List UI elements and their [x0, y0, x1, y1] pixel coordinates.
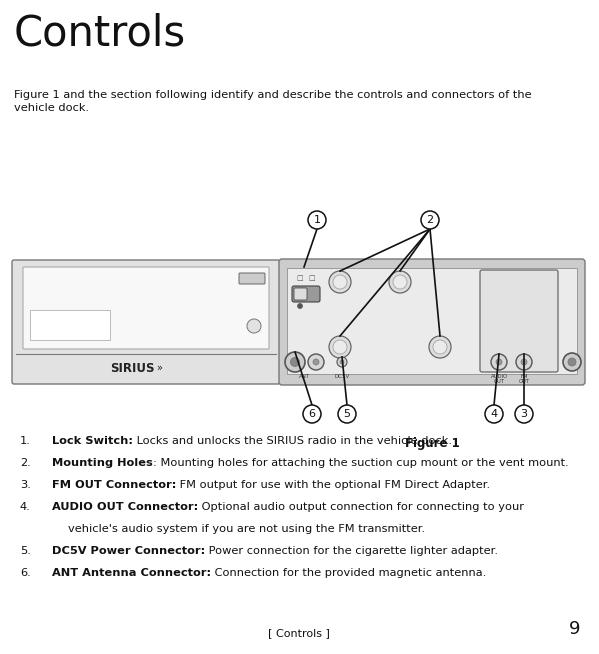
Circle shape — [308, 354, 324, 370]
Text: DC5V: DC5V — [334, 374, 350, 379]
Circle shape — [496, 359, 502, 365]
Text: 1.: 1. — [20, 436, 31, 446]
Text: Mounting Holes: Mounting Holes — [52, 458, 153, 468]
Circle shape — [491, 354, 507, 370]
Text: Controls: Controls — [14, 13, 186, 55]
Text: SIRIUS: SIRIUS — [111, 362, 155, 375]
Text: ANT Antenna Connector:: ANT Antenna Connector: — [52, 568, 211, 578]
Circle shape — [291, 358, 300, 366]
Circle shape — [521, 359, 527, 365]
Text: 6: 6 — [308, 409, 316, 419]
Circle shape — [337, 357, 347, 367]
Text: 2: 2 — [426, 215, 434, 225]
Circle shape — [393, 275, 407, 289]
Text: □: □ — [297, 275, 303, 281]
Text: 3.: 3. — [20, 480, 31, 490]
FancyBboxPatch shape — [12, 260, 280, 384]
Text: 2.: 2. — [20, 458, 31, 468]
Text: DC5V Power Connector:: DC5V Power Connector: — [52, 546, 205, 556]
Text: ANT: ANT — [300, 374, 310, 379]
Text: Figure 1 and the section following identify and describe the controls and connec: Figure 1 and the section following ident… — [14, 90, 532, 100]
Circle shape — [329, 271, 351, 293]
Circle shape — [303, 405, 321, 423]
Text: 6.: 6. — [20, 568, 31, 578]
Text: FM output for use with the optional FM Direct Adapter.: FM output for use with the optional FM D… — [176, 480, 491, 490]
Circle shape — [421, 211, 439, 229]
Text: : Mounting holes for attaching the suction cup mount or the vent mount.: : Mounting holes for attaching the sucti… — [153, 458, 568, 468]
FancyBboxPatch shape — [23, 267, 269, 349]
Circle shape — [340, 360, 344, 364]
Circle shape — [389, 271, 411, 293]
Circle shape — [313, 359, 319, 365]
Circle shape — [247, 319, 261, 333]
Text: vehicle's audio system if you are not using the FM transmitter.: vehicle's audio system if you are not us… — [68, 524, 425, 534]
Text: FM OUT Connector:: FM OUT Connector: — [52, 480, 176, 490]
Text: Figure 1: Figure 1 — [405, 437, 459, 450]
Circle shape — [308, 211, 326, 229]
Text: 5.: 5. — [20, 546, 31, 556]
Text: Power connection for the cigarette lighter adapter.: Power connection for the cigarette light… — [205, 546, 498, 556]
Text: 4: 4 — [491, 409, 498, 419]
Circle shape — [516, 354, 532, 370]
Circle shape — [333, 275, 347, 289]
Circle shape — [568, 358, 576, 366]
Circle shape — [485, 405, 503, 423]
Text: 5: 5 — [343, 409, 350, 419]
FancyBboxPatch shape — [294, 288, 307, 300]
Circle shape — [433, 340, 447, 354]
Circle shape — [285, 352, 305, 372]
Text: Lock Switch:: Lock Switch: — [52, 436, 133, 446]
Circle shape — [515, 405, 533, 423]
Text: AUDIO
OUT: AUDIO OUT — [491, 374, 507, 385]
FancyBboxPatch shape — [292, 286, 320, 302]
Text: 9: 9 — [568, 620, 580, 638]
FancyBboxPatch shape — [480, 270, 558, 372]
Text: 3: 3 — [521, 409, 528, 419]
Text: vehicle dock.: vehicle dock. — [14, 103, 89, 113]
Circle shape — [338, 405, 356, 423]
Text: [ Controls ]: [ Controls ] — [268, 628, 330, 638]
Circle shape — [429, 336, 451, 358]
Circle shape — [563, 353, 581, 371]
Text: □: □ — [308, 275, 315, 281]
FancyBboxPatch shape — [239, 273, 265, 284]
Text: Optional audio output connection for connecting to your: Optional audio output connection for con… — [198, 502, 524, 512]
Circle shape — [329, 336, 351, 358]
Text: »: » — [156, 363, 162, 373]
Circle shape — [298, 303, 302, 309]
FancyBboxPatch shape — [30, 310, 110, 340]
FancyBboxPatch shape — [287, 268, 577, 374]
Circle shape — [333, 340, 347, 354]
Text: AUDIO OUT Connector:: AUDIO OUT Connector: — [52, 502, 198, 512]
Text: 4.: 4. — [20, 502, 31, 512]
Text: FM
OUT: FM OUT — [519, 374, 530, 385]
Text: Connection for the provided magnetic antenna.: Connection for the provided magnetic ant… — [211, 568, 486, 578]
Text: 1: 1 — [313, 215, 320, 225]
FancyBboxPatch shape — [279, 259, 585, 385]
Text: Locks and unlocks the SIRIUS radio in the vehicle dock.: Locks and unlocks the SIRIUS radio in th… — [133, 436, 452, 446]
